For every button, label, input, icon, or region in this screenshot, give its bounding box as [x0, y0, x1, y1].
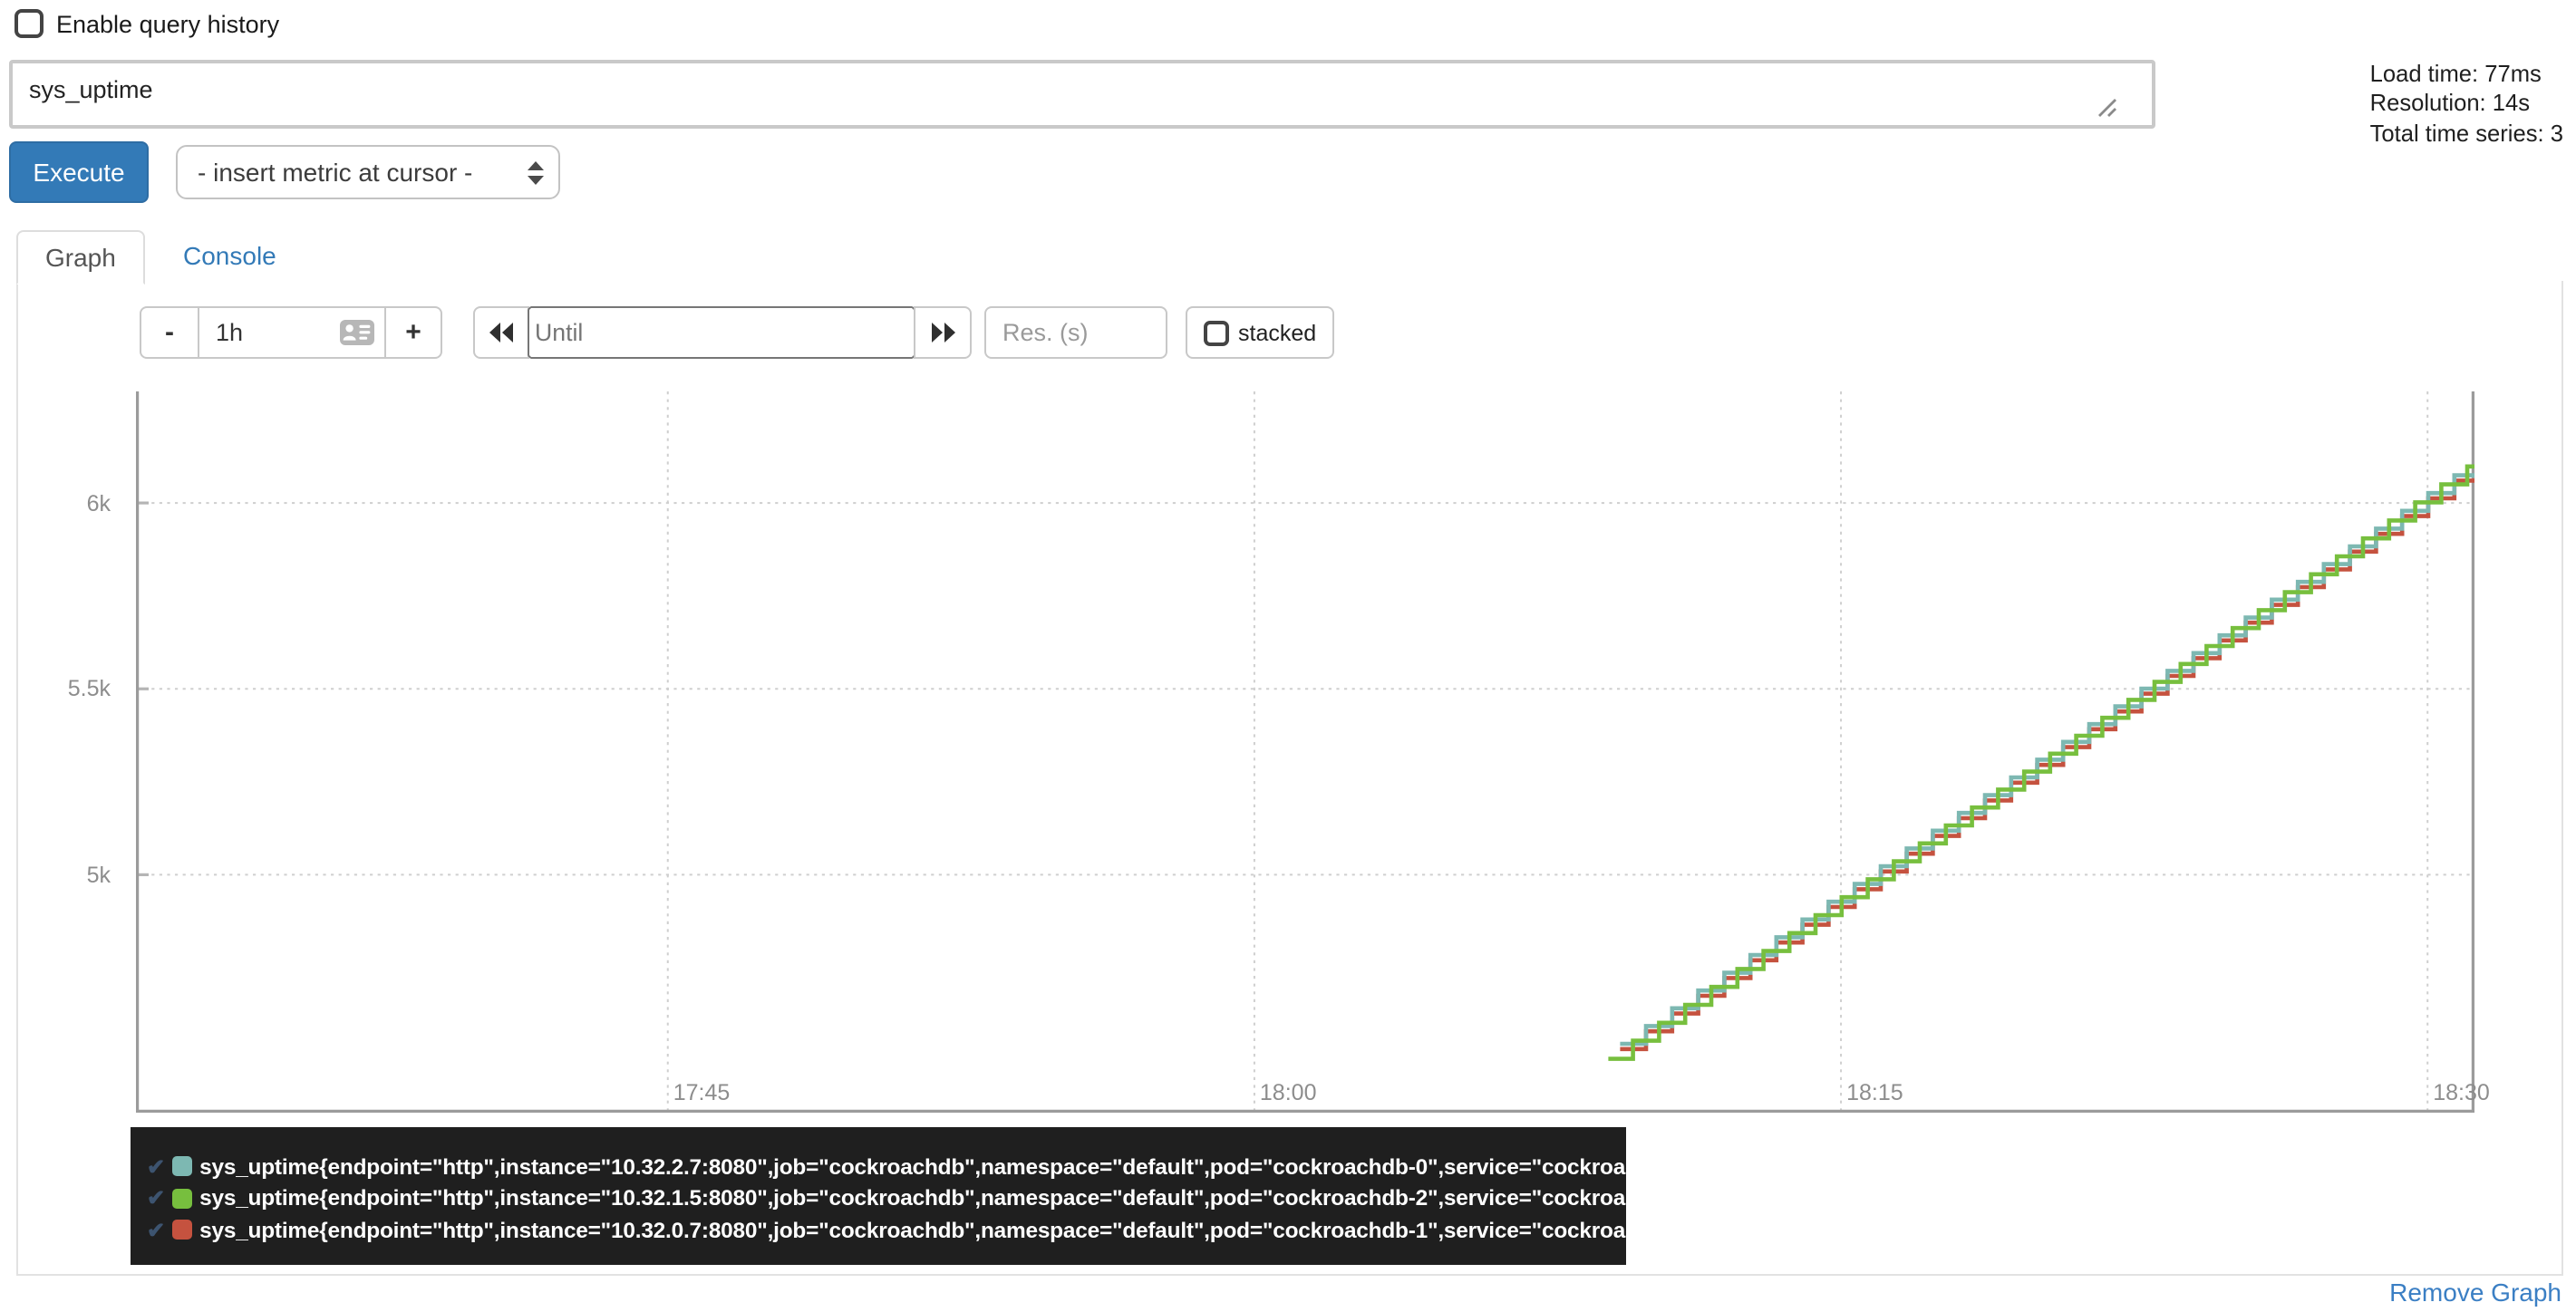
x-tick-label: 18:15 — [1846, 1080, 1903, 1105]
y-tick-label: 5k — [86, 862, 111, 888]
total-time-series: Total time series: 3 — [2369, 119, 2563, 147]
autofill-contact-icon[interactable] — [339, 319, 375, 346]
query-input[interactable]: sys_uptime — [9, 60, 2155, 129]
stacked-toggle[interactable]: stacked — [1186, 306, 1335, 359]
rewind-time-button[interactable] — [473, 306, 529, 359]
y-tick-label: 5.5k — [67, 676, 111, 702]
legend-series-label: sys_uptime{endpoint="http",instance="10.… — [199, 1217, 1697, 1243]
x-tick-label: 18:30 — [2433, 1080, 2490, 1105]
grow-range-button[interactable]: + — [384, 306, 442, 359]
remove-graph-link[interactable]: Remove Graph — [2389, 1278, 2561, 1307]
check-icon: ✔ — [147, 1153, 166, 1180]
legend-series-label: sys_uptime{endpoint="http",instance="10.… — [199, 1153, 1697, 1180]
series-color-swatch — [172, 1188, 193, 1209]
forward-time-button[interactable] — [914, 306, 972, 359]
legend-series-label: sys_uptime{endpoint="http",instance="10.… — [199, 1185, 1697, 1211]
tab-console[interactable]: Console — [183, 241, 276, 270]
query-history-label: Enable query history — [56, 10, 280, 37]
enable-query-history[interactable]: Enable query history — [15, 9, 279, 38]
double-right-arrow-icon — [931, 323, 954, 342]
stacked-label: stacked — [1238, 320, 1317, 345]
x-tick-label: 17:45 — [673, 1080, 731, 1105]
until-input[interactable] — [528, 306, 915, 359]
check-icon: ✔ — [147, 1185, 166, 1211]
insert-metric-selected-option: - insert metric at cursor - — [198, 158, 473, 187]
y-tick-label: 6k — [86, 490, 111, 516]
time-series-plot[interactable]: 17:45 18:00 18:15 18:30 — [136, 391, 2490, 1114]
range-input-wrap — [198, 306, 386, 359]
tab-graph[interactable]: Graph — [16, 230, 145, 285]
query-stats: Load time: 77ms Resolution: 14s Total ti… — [2370, 60, 2563, 149]
series-legend: ✔ sys_uptime{endpoint="http",instance="10… — [131, 1127, 1696, 1265]
legend-item[interactable]: ✔ sys_uptime{endpoint="http",instance="10… — [147, 1214, 1696, 1246]
select-stepper-icon — [528, 161, 544, 185]
legend-item[interactable]: ✔ sys_uptime{endpoint="http",instance="10… — [147, 1182, 1696, 1214]
insert-metric-select[interactable]: - insert metric at cursor - — [176, 145, 560, 199]
series-line-cockroachdb-0 — [1620, 473, 2474, 1047]
load-time: Load time: 77ms — [2369, 60, 2542, 87]
plot-canvas — [136, 391, 2474, 1114]
y-axis-labels: 6k 5.5k 5k — [0, 391, 125, 1113]
x-tick-label: 18:00 — [1259, 1080, 1317, 1105]
series-color-swatch — [172, 1156, 193, 1177]
series-color-swatch — [172, 1220, 193, 1240]
execute-button[interactable]: Execute — [9, 141, 149, 203]
shrink-range-button[interactable]: - — [140, 306, 199, 359]
query-history-checkbox[interactable] — [15, 9, 44, 38]
resolution: Resolution: 14s — [2369, 89, 2531, 117]
legend-item[interactable]: ✔ sys_uptime{endpoint="http",instance="10… — [147, 1151, 1696, 1182]
check-icon: ✔ — [147, 1217, 166, 1243]
until-control-group — [473, 306, 972, 359]
stacked-checkbox[interactable] — [1204, 320, 1229, 345]
resolution-input[interactable] — [984, 306, 1167, 359]
range-control-group: - + — [140, 306, 442, 359]
double-left-arrow-icon — [489, 323, 513, 342]
series-line-cockroachdb-2 — [1608, 464, 2474, 1061]
